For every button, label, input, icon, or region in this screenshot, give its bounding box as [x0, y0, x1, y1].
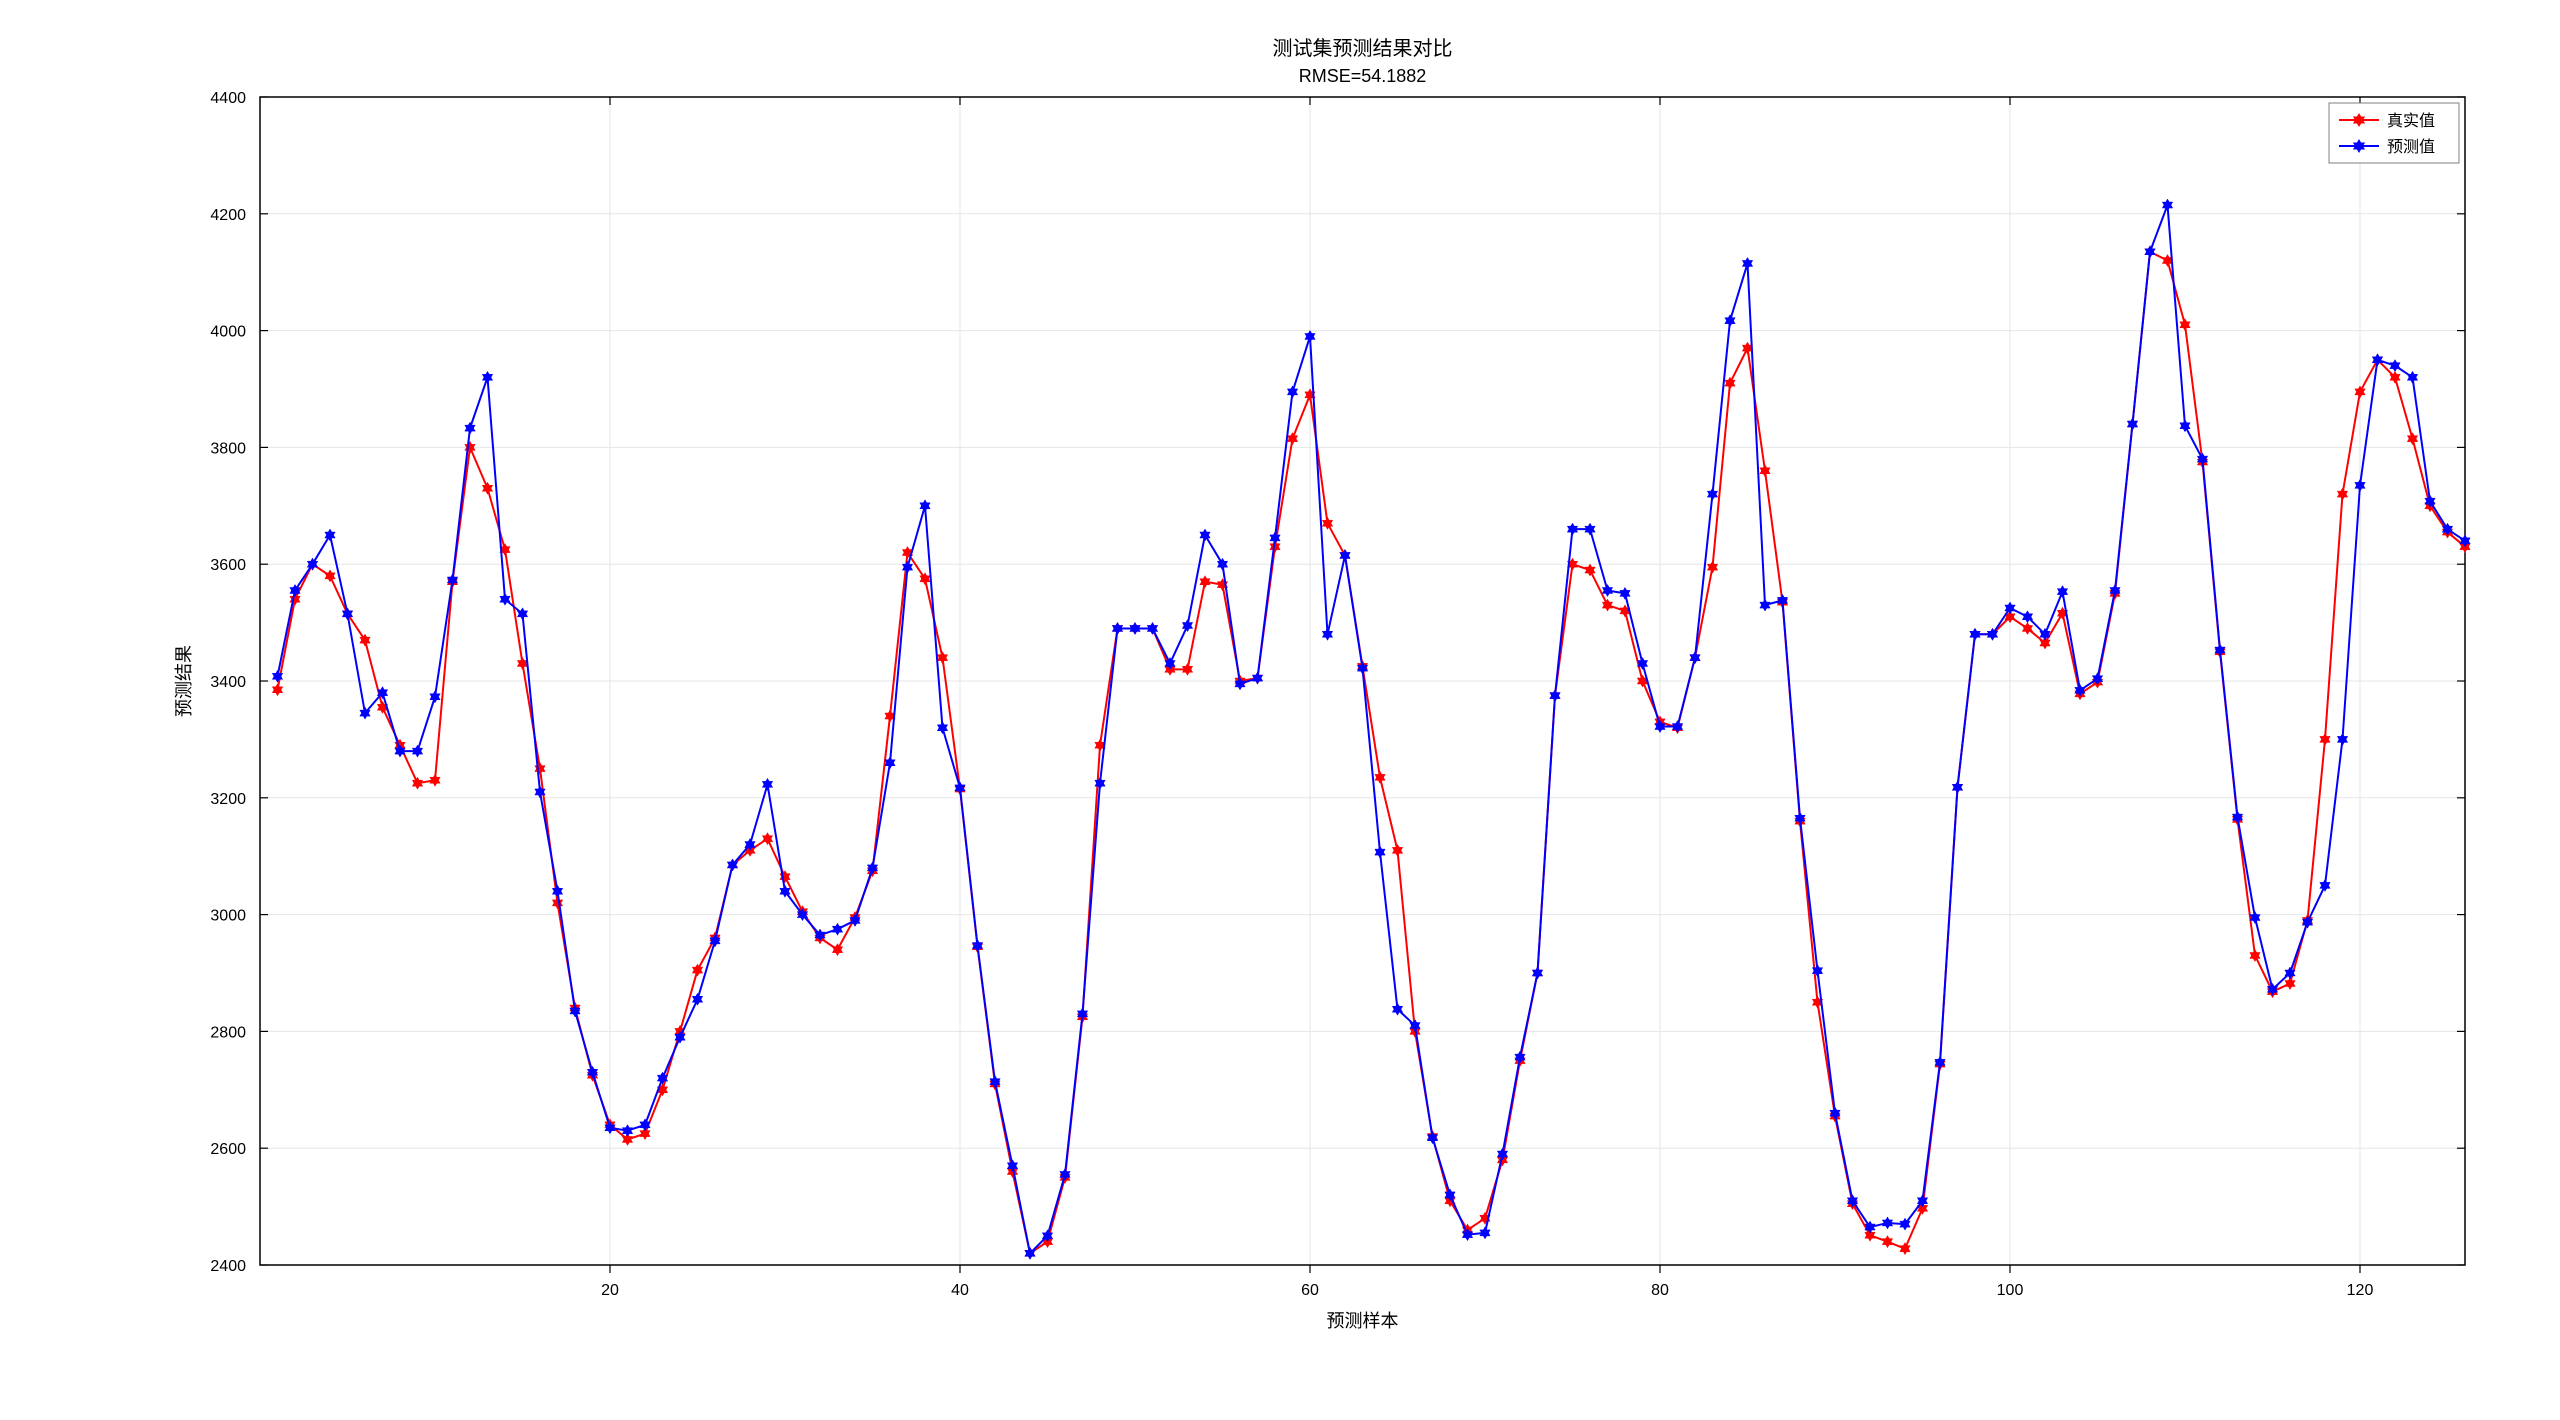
chart-container: 20 40 60 80 100 120 2400 2600 2800 3000 3200 3400 36…: [0, 0, 2560, 1420]
chart-subtitle: RMSE=54.1882: [1299, 66, 1427, 86]
y-tick-label: 2600: [210, 1141, 246, 1158]
legend-label-1: 预测值: [2387, 138, 2435, 156]
y-tick-label: 3400: [210, 674, 246, 691]
y-axis-label: 预测结果: [174, 645, 194, 717]
y-tick-label: 4400: [210, 90, 246, 107]
x-tick-label: 20: [601, 1282, 619, 1299]
x-axis-label: 预测样本: [1327, 1311, 1399, 1331]
x-tick-label: 100: [1997, 1282, 2024, 1299]
y-tick-label: 3200: [210, 791, 246, 808]
y-tick-label: 4000: [210, 324, 246, 341]
chart-svg: 20 40 60 80 100 120 2400 2600 2800 3000 3200 3400 36…: [0, 0, 2560, 1420]
x-tick-label: 40: [951, 1282, 969, 1299]
x-tick-label: 120: [2347, 1282, 2374, 1299]
chart-title: 测试集预测结果对比: [1273, 37, 1453, 60]
y-tick-label: 3800: [210, 440, 246, 457]
y-tick-label: 2800: [210, 1024, 246, 1041]
y-tick-label: 2400: [210, 1258, 246, 1275]
y-tick-label: 3000: [210, 908, 246, 925]
y-tick-label: 4200: [210, 207, 246, 224]
y-tick-label: 3600: [210, 557, 246, 574]
legend-label-0: 真实值: [2387, 112, 2435, 130]
x-tick-label: 60: [1301, 1282, 1319, 1299]
x-tick-label: 80: [1651, 1282, 1669, 1299]
